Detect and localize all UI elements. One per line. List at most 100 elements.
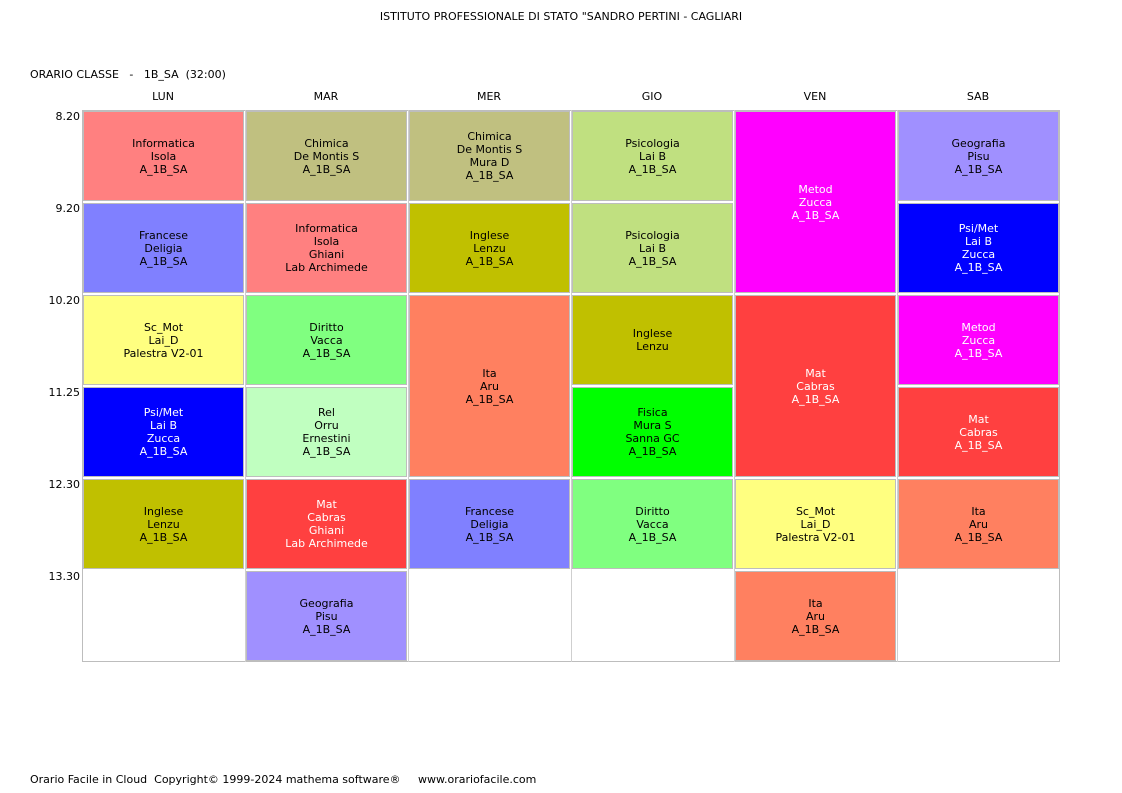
- lesson-detail: A_1B_SA: [302, 622, 351, 636]
- lesson-cell[interactable]: Fisica Mura S Sanna GC A_1B_SA: [572, 387, 733, 477]
- lesson-subject: Rel: [318, 406, 335, 419]
- lesson-detail: A_1B_SA: [139, 445, 188, 458]
- lesson-cell[interactable]: Francese Deligia A_1B_SA: [409, 479, 570, 569]
- lesson-subject: Mat: [805, 366, 826, 380]
- time-label: 11.25: [48, 386, 81, 399]
- lesson-cell[interactable]: Psi/Met Lai B Zucca A_1B_SA: [83, 387, 244, 477]
- lesson-detail: Vacca: [636, 517, 669, 531]
- lesson-subject: Chimica: [467, 130, 512, 143]
- lesson-detail: Aru: [805, 609, 826, 623]
- lesson-subject: Ita: [808, 596, 823, 610]
- lesson-cell[interactable]: Francese Deligia A_1B_SA: [83, 203, 244, 293]
- lesson-detail: Pisu: [315, 609, 338, 623]
- lesson-detail: Ghiani: [308, 248, 345, 261]
- column-divider: [571, 110, 572, 662]
- lesson-subject: Sc_Mot: [143, 320, 184, 334]
- lesson-cell[interactable]: Mat Cabras Ghiani Lab Archimede: [246, 479, 407, 569]
- lesson-cell[interactable]: Rel Orru Ernestini A_1B_SA: [246, 387, 407, 477]
- lesson-cell[interactable]: Sc_Mot Lai_D Palestra V2-01: [83, 295, 244, 385]
- lesson-detail: A_1B_SA: [302, 445, 351, 458]
- lesson-subject: Metod: [961, 320, 996, 334]
- lesson-cell[interactable]: Informatica Isola A_1B_SA: [83, 111, 244, 201]
- lesson-cell[interactable]: Psi/Met Lai B Zucca A_1B_SA: [898, 203, 1059, 293]
- lesson-cell[interactable]: Ita Aru A_1B_SA: [409, 295, 570, 477]
- column-divider: [734, 110, 735, 662]
- lesson-detail: A_1B_SA: [628, 445, 677, 458]
- lesson-detail: Zucca: [146, 432, 181, 445]
- lesson-subject: Ita: [482, 366, 497, 380]
- lesson-subject: Inglese: [143, 504, 184, 518]
- lesson-subject: Francese: [464, 504, 515, 518]
- column-divider: [245, 110, 246, 662]
- lesson-subject: Psicologia: [625, 136, 680, 150]
- class-label: ORARIO CLASSE - 1B_SA (32:00): [30, 68, 226, 81]
- lesson-subject: Psi/Met: [958, 222, 999, 235]
- lesson-detail: A_1B_SA: [465, 392, 514, 406]
- lesson-subject: Francese: [138, 228, 189, 242]
- lesson-detail: Lenzu: [147, 517, 180, 531]
- lesson-detail: A_1B_SA: [139, 530, 188, 544]
- lesson-cell[interactable]: Psicologia Lai B A_1B_SA: [572, 203, 733, 293]
- lesson-detail: Orru: [314, 419, 339, 432]
- lesson-cell[interactable]: Diritto Vacca A_1B_SA: [246, 295, 407, 385]
- lesson-detail: Ghiani: [308, 524, 345, 537]
- footer-copyright: Orario Facile in Cloud Copyright© 1999-2…: [30, 773, 537, 786]
- lesson-detail: A_1B_SA: [628, 254, 677, 268]
- lesson-detail: Deligia: [470, 517, 509, 531]
- lesson-detail: A_1B_SA: [139, 254, 188, 268]
- lesson-cell[interactable]: Ita Aru A_1B_SA: [735, 571, 896, 661]
- lesson-cell[interactable]: Geografia Pisu A_1B_SA: [246, 571, 407, 661]
- day-header-mar: MAR: [313, 90, 339, 103]
- day-header-lun: LUN: [152, 90, 174, 103]
- lesson-detail: Pisu: [967, 149, 990, 163]
- lesson-subject: Ita: [971, 504, 986, 518]
- lesson-subject: Inglese: [632, 327, 673, 340]
- lesson-detail: A_1B_SA: [791, 622, 840, 636]
- lesson-cell[interactable]: Ita Aru A_1B_SA: [898, 479, 1059, 569]
- lesson-cell[interactable]: Inglese Lenzu A_1B_SA: [409, 203, 570, 293]
- lesson-cell[interactable]: Informatica Isola Ghiani Lab Archimede: [246, 203, 407, 293]
- lesson-subject: Psi/Met: [143, 406, 184, 419]
- lesson-cell[interactable]: Chimica De Montis S Mura D A_1B_SA: [409, 111, 570, 201]
- lesson-subject: Fisica: [637, 406, 668, 419]
- time-label: 12.30: [48, 478, 81, 491]
- lesson-cell[interactable]: Metod Zucca A_1B_SA: [898, 295, 1059, 385]
- lesson-detail: Sanna GC: [625, 432, 680, 445]
- lesson-subject: Geografia: [299, 596, 354, 610]
- lesson-detail: A_1B_SA: [791, 208, 840, 222]
- lesson-detail: Lenzu: [473, 241, 506, 255]
- lesson-cell[interactable]: Sc_Mot Lai_D Palestra V2-01: [735, 479, 896, 569]
- lesson-cell[interactable]: Geografia Pisu A_1B_SA: [898, 111, 1059, 201]
- lesson-subject: Informatica: [132, 136, 195, 150]
- lesson-subject: Diritto: [309, 320, 344, 334]
- lesson-detail: De Montis S: [293, 149, 360, 163]
- lesson-detail: Palestra V2-01: [123, 346, 204, 360]
- lesson-subject: Inglese: [469, 228, 510, 242]
- lesson-subject: Metod: [798, 182, 833, 196]
- lesson-detail: A_1B_SA: [954, 346, 1003, 360]
- lesson-subject: Mat: [316, 498, 337, 511]
- lesson-detail: Zucca: [961, 333, 996, 347]
- lesson-detail: Deligia: [144, 241, 183, 255]
- lesson-detail: Mura D: [469, 156, 510, 169]
- lesson-detail: A_1B_SA: [628, 530, 677, 544]
- column-divider: [897, 110, 898, 662]
- lesson-detail: Isola: [150, 149, 177, 163]
- lesson-detail: Lai B: [639, 149, 666, 163]
- time-label: 9.20: [55, 202, 81, 215]
- lesson-cell[interactable]: Psicologia Lai B A_1B_SA: [572, 111, 733, 201]
- lesson-detail: Lab Archimede: [285, 261, 368, 274]
- lesson-cell[interactable]: Inglese Lenzu A_1B_SA: [83, 479, 244, 569]
- lesson-cell[interactable]: Mat Cabras A_1B_SA: [898, 387, 1059, 477]
- lesson-detail: De Montis S: [456, 143, 523, 156]
- lesson-subject: Psicologia: [625, 228, 680, 242]
- lesson-subject: Mat: [968, 412, 989, 426]
- lesson-cell[interactable]: Diritto Vacca A_1B_SA: [572, 479, 733, 569]
- lesson-detail: Vacca: [310, 333, 343, 347]
- lesson-detail: A_1B_SA: [139, 162, 188, 176]
- lesson-cell[interactable]: Inglese Lenzu: [572, 295, 733, 385]
- lesson-cell[interactable]: Metod Zucca A_1B_SA: [735, 111, 896, 293]
- lesson-cell[interactable]: Chimica De Montis S A_1B_SA: [246, 111, 407, 201]
- lesson-cell[interactable]: Mat Cabras A_1B_SA: [735, 295, 896, 477]
- lesson-detail: Isola: [313, 235, 340, 248]
